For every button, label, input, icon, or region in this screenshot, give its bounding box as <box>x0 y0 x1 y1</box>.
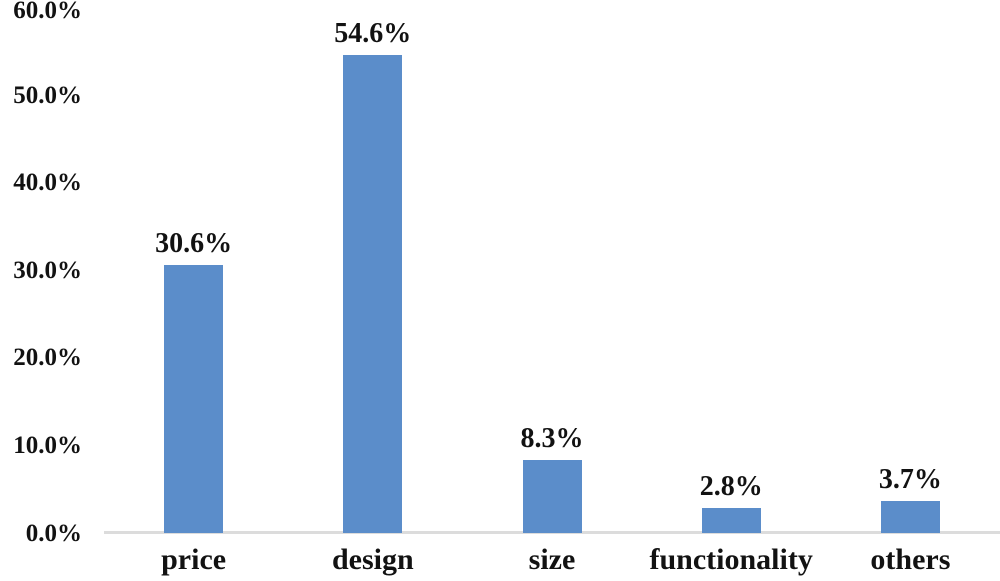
y-tick-label: 40.0% <box>13 169 82 197</box>
x-axis-label-price: price <box>161 543 227 576</box>
x-axis-label-size: size <box>528 543 576 576</box>
y-tick-label: 0.0% <box>25 519 82 547</box>
y-tick-label: 20.0% <box>13 344 82 372</box>
bar-others <box>880 500 940 533</box>
data-label-price: 30.6% <box>155 228 233 260</box>
x-axis-label-design: design <box>331 543 414 576</box>
y-tick-label: 50.0% <box>13 81 82 109</box>
data-label-others: 3.7% <box>878 463 942 495</box>
bar-design <box>343 54 403 533</box>
bar-functionality <box>701 508 761 533</box>
data-label-size: 8.3% <box>520 423 584 455</box>
data-label-design: 54.6% <box>334 17 412 49</box>
x-axis-label-others: others <box>870 543 951 576</box>
y-tick-label: 30.0% <box>13 256 82 284</box>
data-label-functionality: 2.8% <box>699 471 763 503</box>
y-tick-label: 10.0% <box>13 431 82 459</box>
bar-price <box>164 265 224 533</box>
bar-size <box>522 460 582 533</box>
y-tick-label: 60.0% <box>13 0 82 24</box>
x-axis-label-functionality: functionality <box>649 543 813 576</box>
